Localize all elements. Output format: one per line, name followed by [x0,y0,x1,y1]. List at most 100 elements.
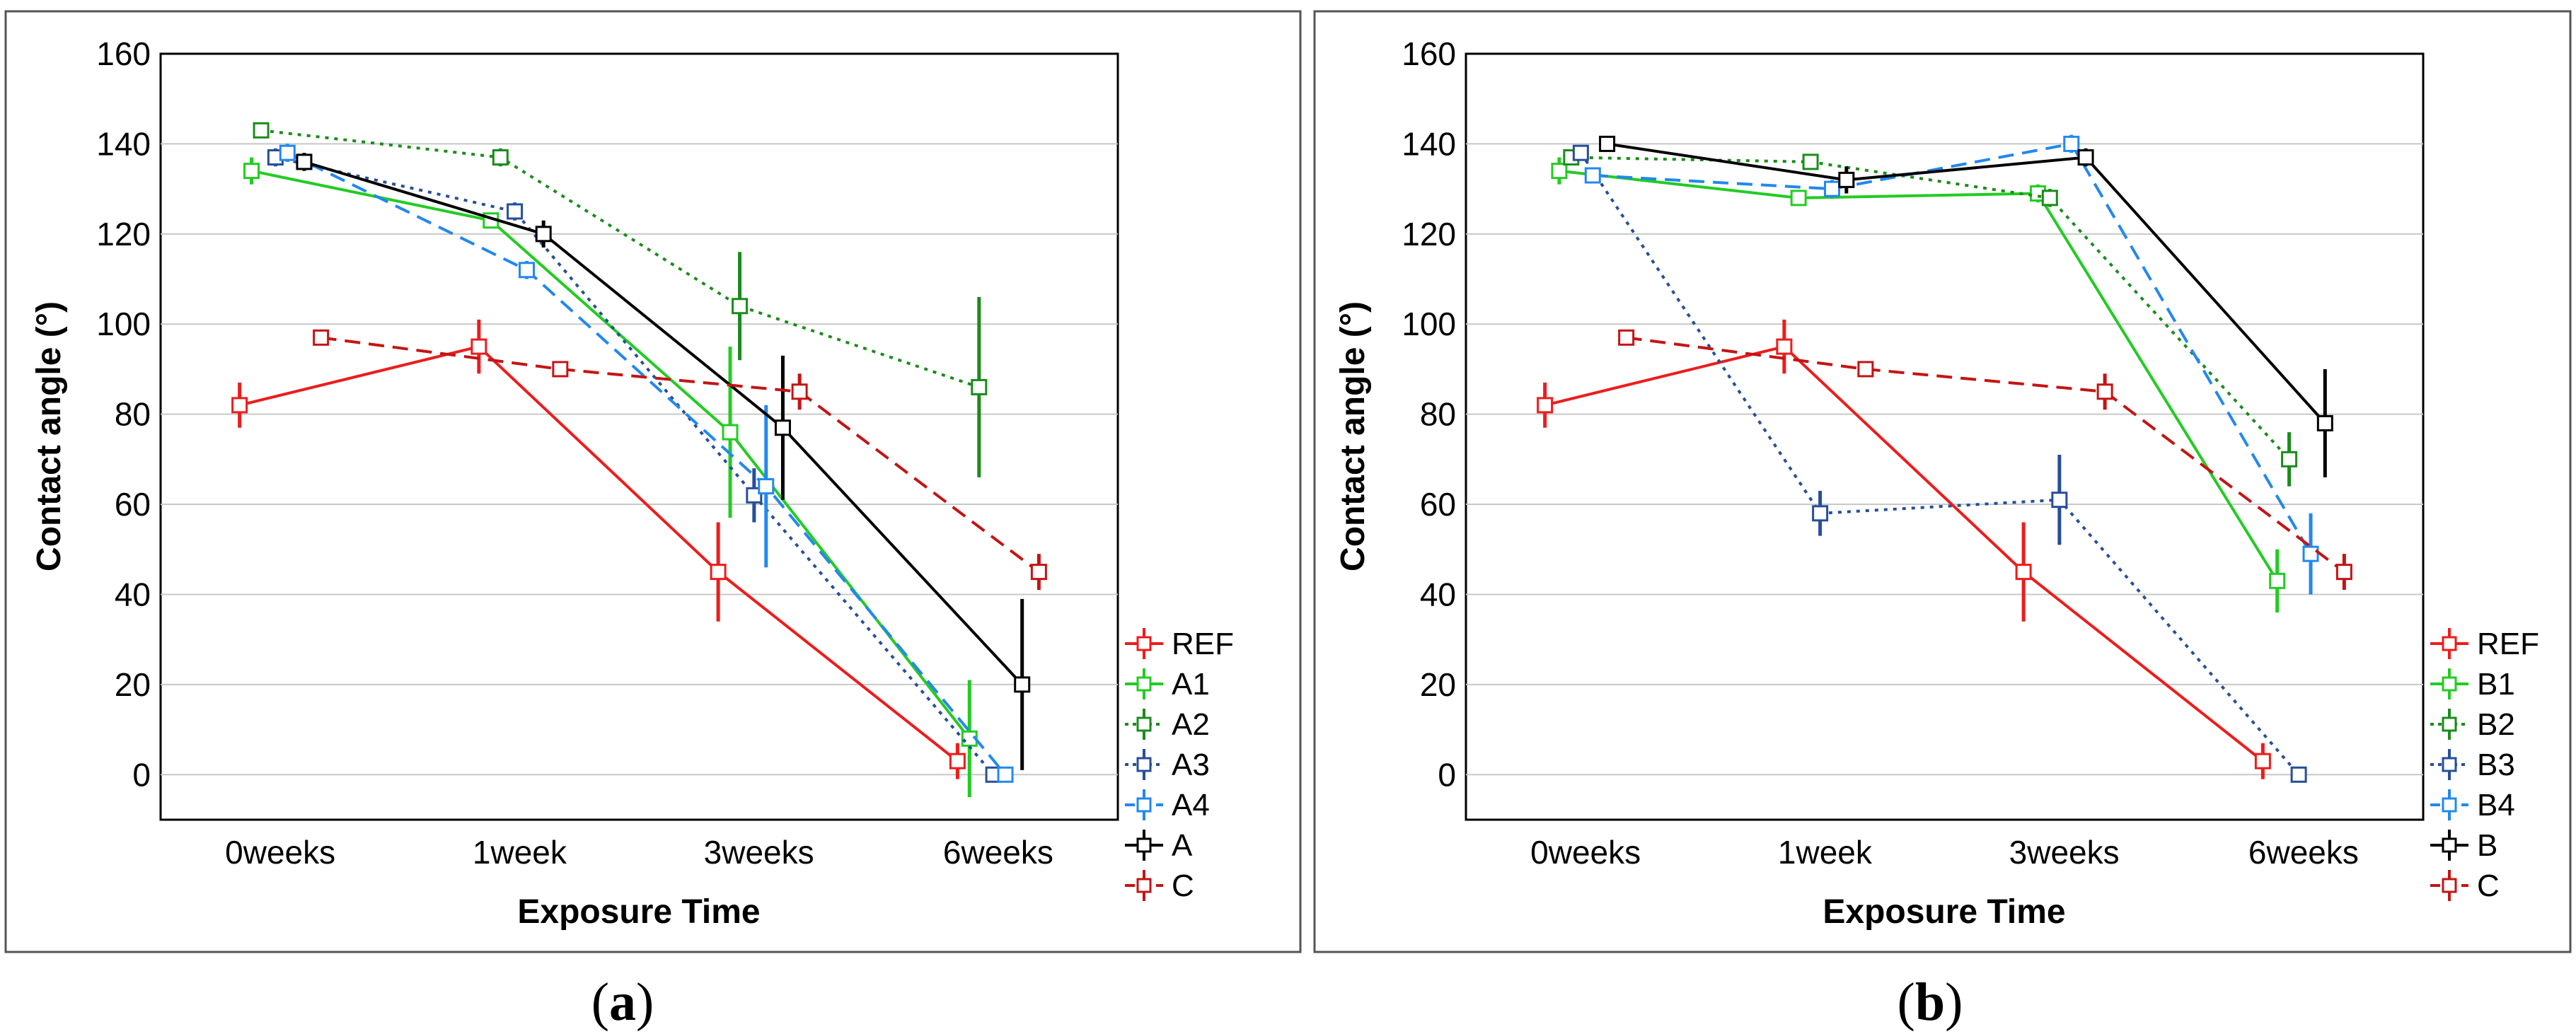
y-tick-label: 60 [115,486,151,523]
data-point [1030,564,1047,581]
series-a4 [279,144,1014,783]
data-point [2302,545,2319,562]
legend-marker [1136,676,1152,692]
data-point [2051,492,2068,509]
legend-label: REF [2477,627,2539,661]
data-point [2096,383,2113,400]
y-axis-label-b: Contact angle (°) [1334,301,1372,571]
data-point [758,478,775,495]
series-c [1618,329,2352,591]
legend-marker [1136,797,1152,813]
data-point [710,564,727,581]
series-line-b2 [1571,156,2291,460]
data-point [2335,564,2352,581]
legend-item-b: B [2430,828,2497,863]
legend-item-b4: B4 [2430,788,2515,823]
data-point [1584,167,1601,184]
data-point [791,383,808,400]
x-tick-label: 6weeks [2248,834,2359,871]
legend-b: REF B1 B2 B3 B4 BC [2430,627,2539,903]
series-line-b [1607,142,2326,424]
data-point [279,144,296,161]
data-point [1551,163,1568,180]
series-b4 [1584,134,2319,595]
x-tick-label: 0weeks [225,834,335,871]
legend-marker [1136,837,1152,853]
series-b [1537,134,2352,783]
series-c [313,329,1047,591]
series-ref [231,319,966,779]
series-line-c [1626,336,2345,574]
data-point [507,203,524,220]
caption-letter-a: a [609,972,636,1032]
chart-panel-b: 0 20 40 60 80 100 120 140 160 0weeks 1week 3weeks 6… [1334,35,2539,1032]
legend-label: A3 [1172,748,1210,782]
legend-item-b2: B2 [2430,707,2515,742]
legend-item-b3: B3 [2430,748,2515,782]
y-tick-label: 0 [132,756,151,793]
plot-area-a [159,52,1119,821]
legend-marker [2442,757,2457,772]
x-tick-label: 1week [473,834,567,871]
data-point [1790,190,1807,207]
data-point [1537,397,1554,414]
caption-b: (b) [1898,972,1963,1032]
series-line-c [320,336,1040,574]
y-tick-label: 100 [1402,306,1456,342]
x-tick-label: 3weeks [2009,834,2120,871]
legend-label: B4 [2477,788,2515,823]
legend-label: C [1172,869,1194,903]
data-point [1014,676,1031,693]
legend-label: C [2477,869,2500,903]
data-point [2281,451,2298,467]
legend-item-a4: A4 [1125,788,1210,823]
y-tick-label: 40 [115,576,151,612]
y-tick-label: 140 [96,125,151,162]
series-ref [1537,319,2271,779]
legend-item-a1: A1 [1125,667,1210,702]
series-a [296,153,1031,770]
x-tick-labels-a: 0weeks 1week 3weeks 6weeks [225,834,1053,871]
series-line-ref [239,345,959,762]
data-point [1599,135,1616,152]
legend-marker [2442,797,2457,813]
data-point [997,766,1014,783]
series-a2 [253,122,988,477]
data-point [2063,135,2080,152]
series-b3 [1572,144,2307,783]
data-point [552,361,569,378]
legend-label: REF [1172,627,1234,661]
y-tick-label: 40 [1420,576,1456,612]
chart-panel-a: 0 20 40 60 80 100 120 140 160 0weeks 1week 3weeks 6… [30,35,1234,1032]
data-point [949,753,966,769]
legend-marker [2442,878,2457,893]
y-tick-label: 160 [96,35,151,72]
data-point [1618,329,1635,346]
plot-area-b [1465,52,2425,821]
y-tick-label: 80 [1420,396,1456,433]
legend-marker [2442,676,2457,692]
legend-label: B [2477,828,2497,863]
data-point [732,298,749,315]
data-point [971,378,988,395]
y-axis-label-a: Contact angle (°) [30,301,68,571]
series-b1 [1551,157,2286,612]
x-tick-label: 0weeks [1530,834,1641,871]
legend-item-ref: REF [2430,627,2539,661]
data-point [1776,338,1793,355]
y-tick-label: 20 [115,666,151,703]
data-point [2015,564,2032,581]
y-tick-label: 0 [1438,756,1456,793]
series-line-b4 [1593,142,2312,555]
data-point [1824,180,1841,197]
data-point [722,424,739,441]
y-tick-labels-b: 0 20 40 60 80 100 120 140 160 [1402,35,1456,793]
legend-marker [2442,636,2457,651]
legend-item-ref: REF [1125,627,1234,661]
series-line-ref [1544,345,2264,762]
x-tick-label: 3weeks [704,834,814,871]
legend-item-c: C [1125,869,1194,903]
y-tick-label: 60 [1420,486,1456,523]
data-point [2290,766,2307,783]
